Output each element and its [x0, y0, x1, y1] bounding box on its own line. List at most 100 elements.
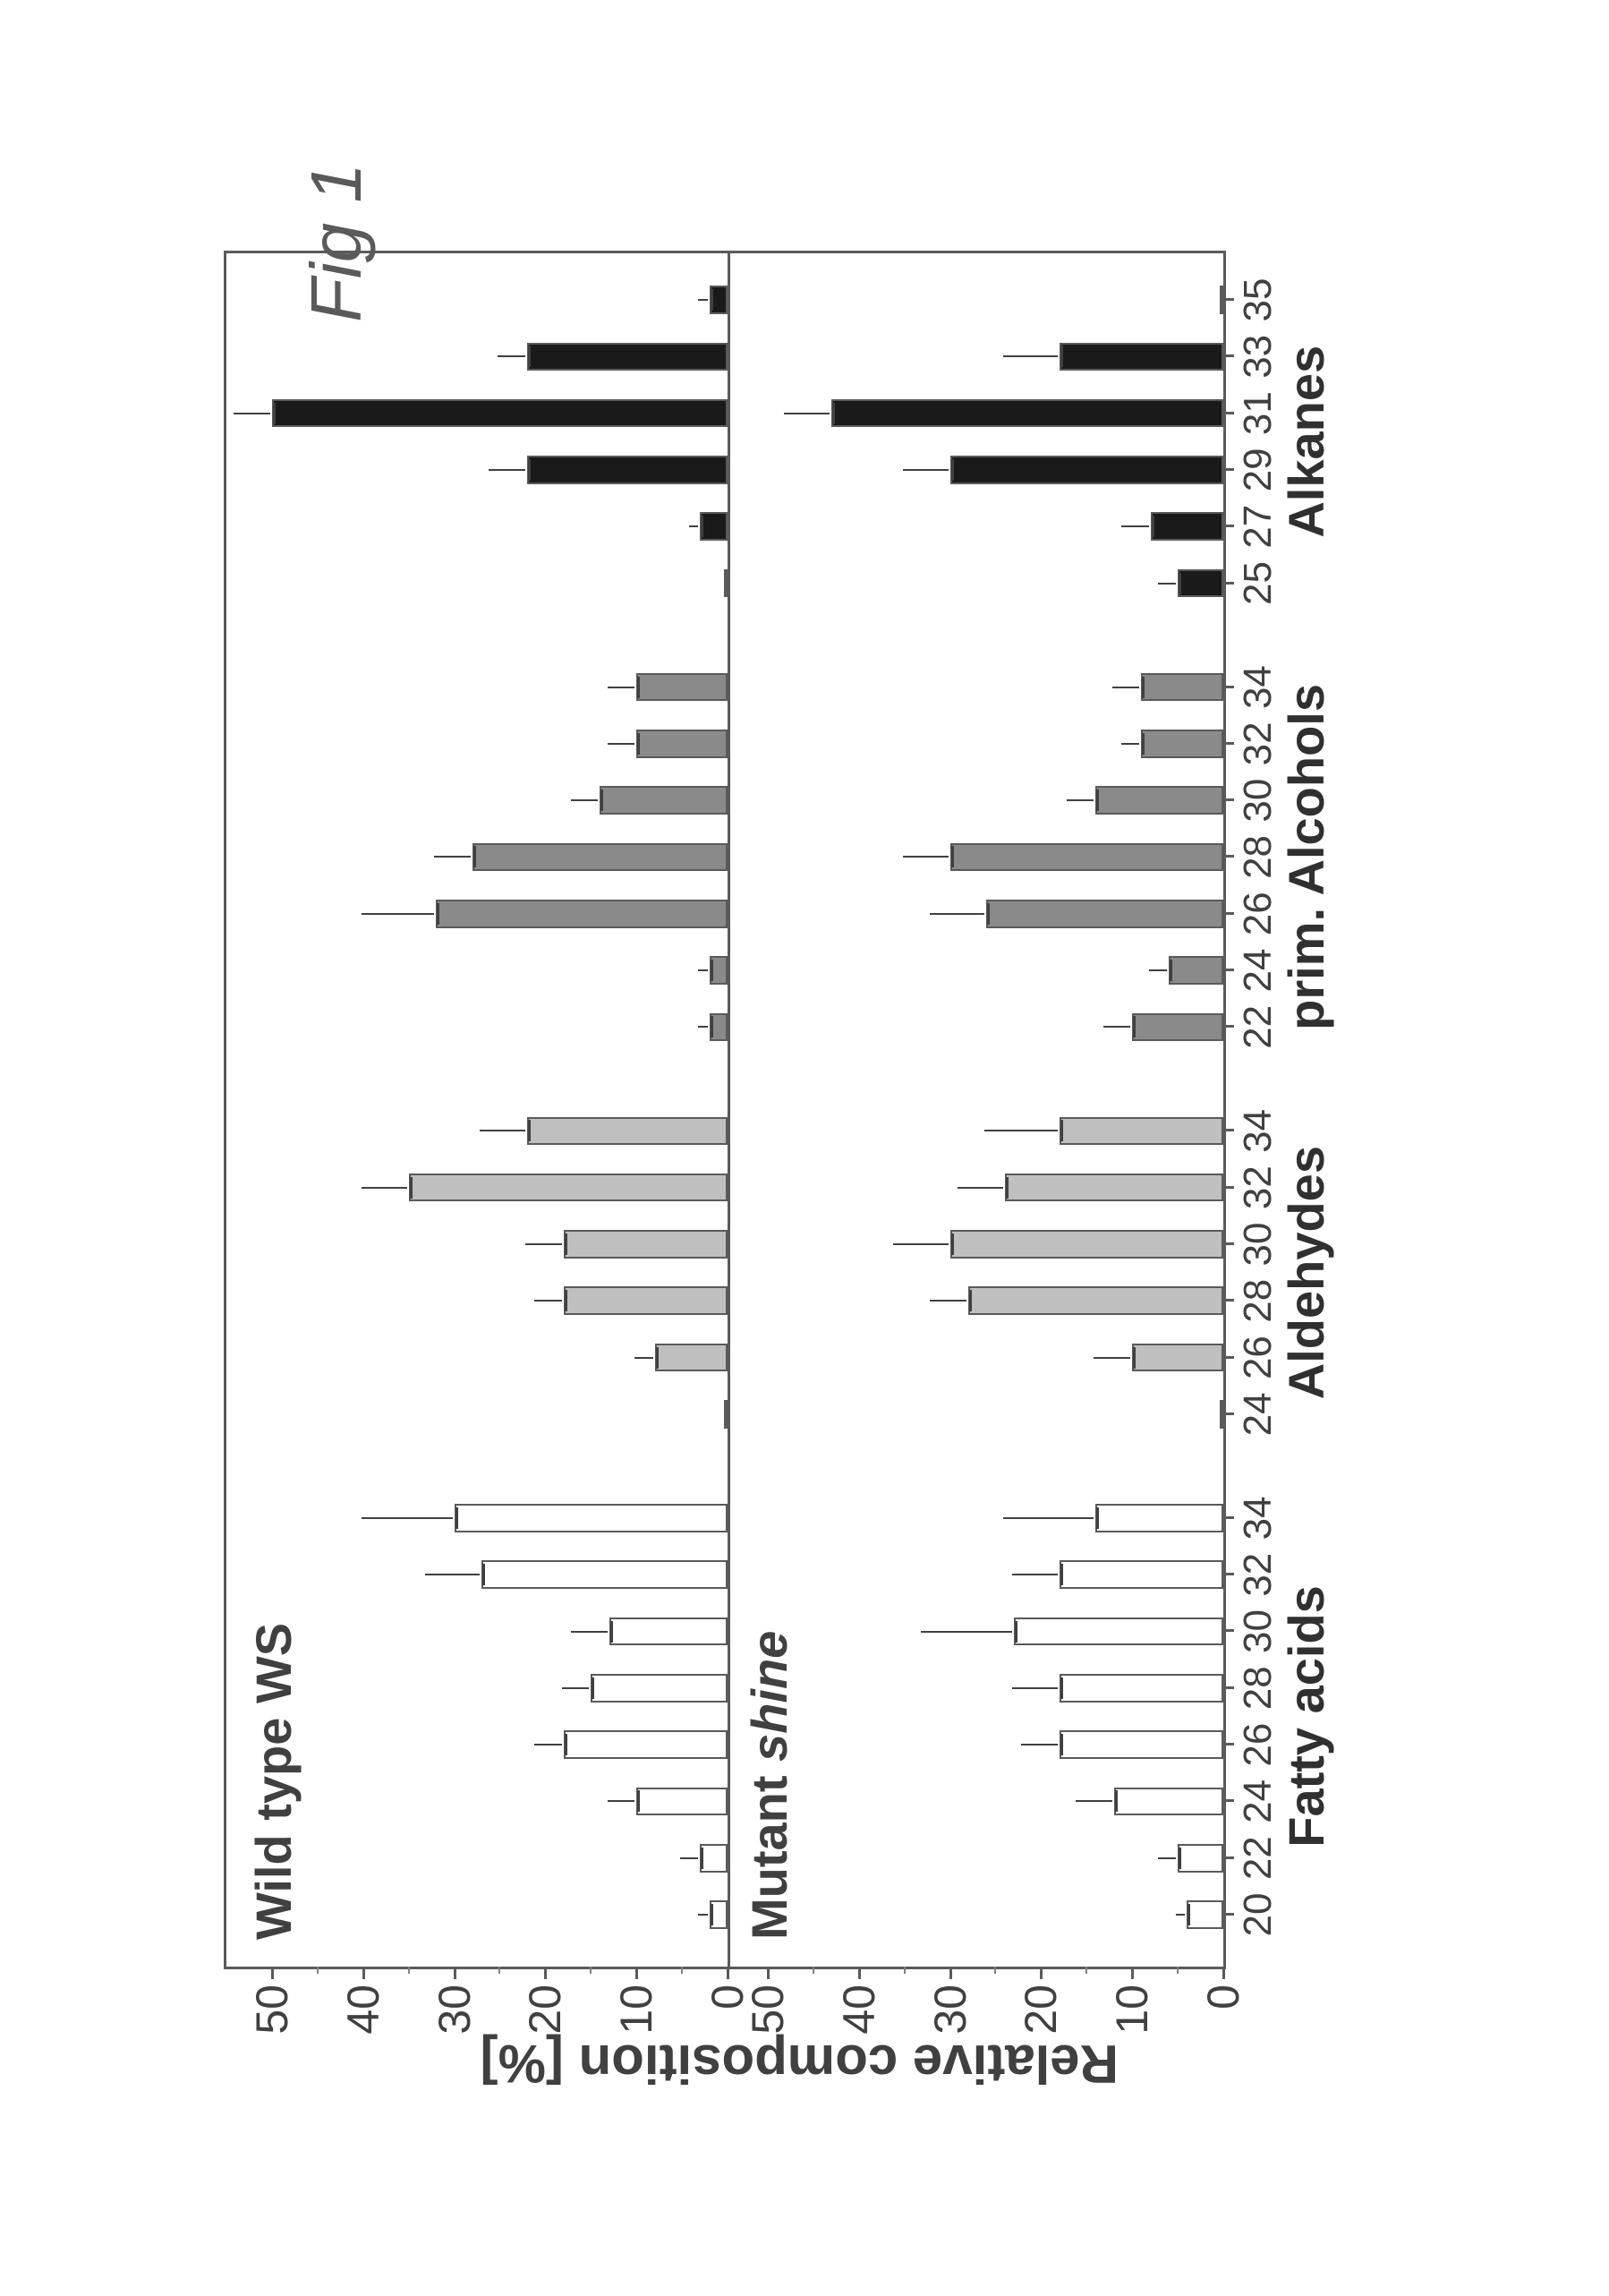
x-tick-label: 30	[1236, 1609, 1281, 1653]
x-tick-label: 29	[1236, 448, 1281, 491]
error-bar	[1094, 1357, 1130, 1359]
bar-fatty_acids-32	[481, 1560, 728, 1589]
x-tick	[1223, 1856, 1234, 1859]
x-tick	[1223, 1630, 1234, 1633]
x-tick-label: 30	[1236, 779, 1281, 823]
error-bar	[1021, 1744, 1058, 1745]
bar-aldehydes-32	[409, 1174, 728, 1202]
error-cap	[592, 1677, 594, 1699]
error-bar	[698, 299, 707, 301]
bar-aldehydes-26	[1132, 1344, 1223, 1372]
bar-alkanes-33	[527, 343, 728, 371]
error-bar	[921, 1631, 1012, 1633]
x-tick-label: 33	[1236, 335, 1281, 379]
bar-prim_alcohols-34	[1141, 673, 1223, 702]
error-bar	[571, 1631, 608, 1633]
y-tick-label: 10	[610, 1984, 662, 2035]
error-cap	[565, 1734, 567, 1755]
bar-aldehydes-30	[950, 1230, 1223, 1259]
error-bar	[689, 525, 698, 527]
error-cap	[1096, 1507, 1099, 1529]
error-cap	[951, 1233, 954, 1255]
x-tick	[1223, 798, 1234, 801]
error-cap	[1060, 1677, 1063, 1699]
x-tick	[1223, 1186, 1234, 1189]
y-tick	[858, 1967, 861, 1979]
x-tick	[1223, 298, 1234, 301]
y-tick-label: 20	[519, 1984, 571, 2035]
error-cap	[528, 1120, 531, 1141]
y-minor-tick	[813, 1967, 814, 1974]
error-cap	[437, 903, 439, 925]
y-minor-tick	[904, 1967, 906, 1974]
x-tick-label: 34	[1236, 665, 1281, 709]
error-cap	[1179, 573, 1181, 594]
error-bar	[562, 1687, 590, 1689]
x-tick	[1223, 1299, 1234, 1302]
bar-aldehydes-26	[655, 1344, 728, 1372]
y-minor-tick	[681, 1967, 683, 1974]
x-tick	[1223, 1743, 1234, 1745]
x-tick	[1223, 1413, 1234, 1415]
plot-area: 01020304050 Wild type WS 01020304050 Mut…	[224, 251, 1226, 1969]
error-bar	[1158, 1857, 1176, 1859]
error-bar	[1067, 799, 1094, 801]
error-bar	[1103, 1026, 1131, 1028]
error-bar	[1076, 1800, 1112, 1802]
bar-fatty_acids-34	[1095, 1504, 1223, 1532]
error-cap	[455, 1507, 458, 1529]
y-tick-label: 40	[833, 1984, 885, 2035]
error-cap	[1060, 1120, 1063, 1141]
error-cap	[528, 346, 531, 367]
error-bar	[698, 969, 707, 971]
bar-prim_alcohols-26	[986, 900, 1223, 928]
x-tick-label: 24	[1236, 1392, 1281, 1436]
error-cap	[1152, 516, 1154, 537]
y-axis-label: Relative composition [%]	[481, 2033, 1119, 2095]
error-bar	[489, 469, 525, 471]
error-bar	[525, 1243, 562, 1245]
bar-alkanes-33	[1060, 343, 1223, 371]
bar-prim_alcohols-32	[1141, 730, 1223, 758]
error-cap	[1142, 677, 1145, 698]
y-minor-tick	[994, 1967, 996, 1974]
bar-prim_alcohols-32	[636, 730, 728, 758]
x-tick	[1223, 1799, 1234, 1802]
error-cap	[1015, 1621, 1017, 1643]
error-bar	[1003, 1517, 1094, 1519]
x-tick	[1223, 525, 1234, 527]
y-tick-label: 40	[337, 1984, 389, 2035]
y-tick	[1131, 1967, 1134, 1979]
bar-aldehydes-34	[527, 1117, 728, 1146]
panel-mutant: 01020304050 Mutant shine	[722, 253, 1223, 1967]
error-bar	[571, 799, 599, 801]
error-cap	[473, 846, 476, 867]
x-tick-label: 32	[1236, 721, 1281, 765]
error-cap	[951, 846, 954, 867]
x-tick-label: 20	[1236, 1893, 1281, 1937]
error-cap	[565, 1233, 567, 1255]
y-tick	[544, 1967, 547, 1979]
error-cap	[565, 1290, 567, 1311]
panel-label-mutant: Mutant shine	[740, 1631, 798, 1940]
error-cap	[600, 790, 603, 811]
x-tick-label: 22	[1236, 1836, 1281, 1880]
error-bar	[698, 1026, 707, 1028]
bar-fatty_acids-26	[564, 1730, 728, 1759]
error-bar	[480, 1130, 525, 1131]
error-bar	[893, 1243, 948, 1245]
error-bar	[1121, 525, 1149, 527]
x-tick-label: 31	[1236, 391, 1281, 435]
error-cap	[711, 1016, 713, 1037]
y-tick	[727, 1967, 729, 1979]
bar-fatty_acids-32	[1060, 1560, 1223, 1589]
y-tick-label: 30	[924, 1984, 976, 2035]
bar-fatty_acids-34	[455, 1504, 728, 1532]
bar-prim_alcohols-30	[1095, 786, 1223, 815]
y-tick-label: 10	[1106, 1984, 1158, 2035]
x-tick	[1223, 1242, 1234, 1245]
y-minor-tick	[408, 1967, 410, 1974]
bar-fatty_acids-20	[1187, 1900, 1223, 1929]
bar-aldehydes-28	[564, 1286, 728, 1315]
error-cap	[711, 1904, 713, 1925]
